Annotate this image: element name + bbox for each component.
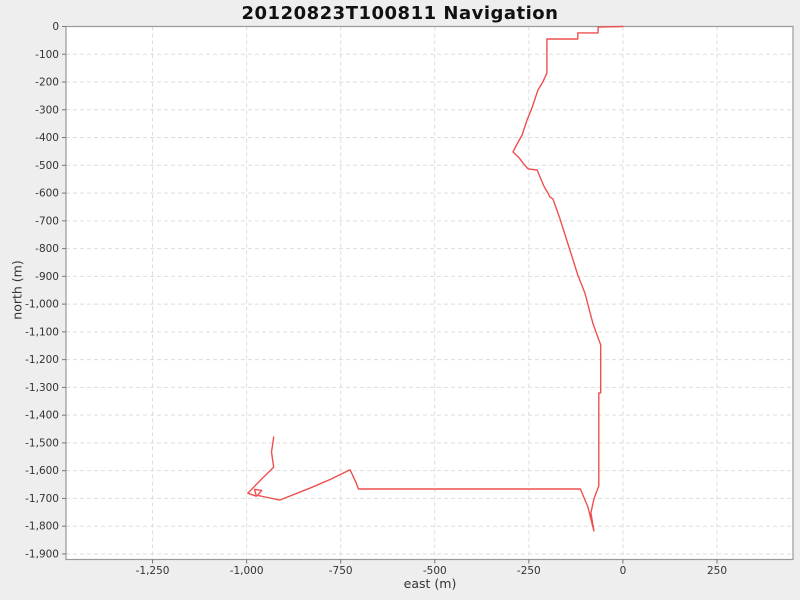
x-tick-label: 0 <box>620 565 627 577</box>
x-tick-label: -750 <box>329 565 353 577</box>
y-tick-label: -1,200 <box>25 354 59 366</box>
plot-area <box>66 26 793 560</box>
x-axis-label: east (m) <box>403 576 457 591</box>
y-tick-label: -100 <box>35 49 59 61</box>
y-tick-label: -400 <box>35 132 59 144</box>
y-axis-label: north (m) <box>9 260 25 320</box>
y-tick-label: -1,900 <box>25 548 59 560</box>
y-tick-label: -900 <box>35 271 59 283</box>
y-tick-label: -700 <box>35 215 59 227</box>
y-tick-label: -800 <box>35 243 59 255</box>
y-tick-label: -1,000 <box>25 299 59 311</box>
y-tick-label: -1,700 <box>25 493 59 505</box>
x-tick-label: 250 <box>707 565 727 577</box>
x-tick-label: -500 <box>423 565 447 577</box>
x-tick-label: -250 <box>517 565 541 577</box>
y-tick-label: -600 <box>35 188 59 200</box>
y-tick-label: -300 <box>35 104 59 116</box>
y-tick-label: -1,500 <box>25 437 59 449</box>
y-tick-label: -500 <box>35 160 59 172</box>
y-tick-label: -1,600 <box>25 465 59 477</box>
navigation-track-line <box>247 25 624 532</box>
y-tick-label: -1,800 <box>25 521 59 533</box>
x-tick-label: -1,000 <box>230 565 264 577</box>
y-tick-label: -200 <box>35 77 59 89</box>
y-tick-label: -1,400 <box>25 410 59 422</box>
x-tick-label: -1,250 <box>136 565 170 577</box>
y-tick-label: -1,100 <box>25 326 59 338</box>
chart-title: 20120823T100811 Navigation <box>241 3 559 24</box>
y-tick-label: 0 <box>52 21 59 33</box>
y-tick-label: -1,300 <box>25 382 59 394</box>
plot-border <box>65 25 794 561</box>
